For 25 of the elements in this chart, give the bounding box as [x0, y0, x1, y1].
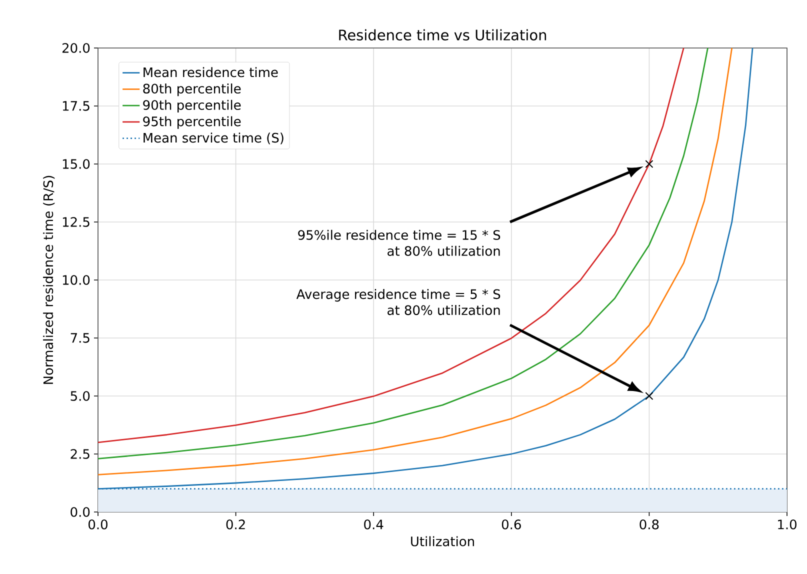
- annotation: Average residence time = 5 * S at 80% utilization: [296, 289, 500, 316]
- legend-label: 80th percentile: [143, 83, 241, 96]
- y-axis-title: Normalized residence time (R/S): [43, 176, 55, 384]
- x-tick-label: 0.6: [502, 520, 521, 530]
- x-tick-label: 0.8: [640, 520, 659, 530]
- x-tick-label: 1.0: [778, 520, 796, 530]
- legend-label: 95th percentile: [143, 116, 241, 129]
- y-tick-label: 0.0: [70, 507, 90, 517]
- annotation: 95%ile residence time = 15 * S at 80% utilization: [298, 230, 500, 256]
- x-tick-label: 0.4: [364, 520, 384, 530]
- y-tick-label: 2.5: [70, 449, 90, 459]
- y-tick-label: 7.5: [70, 333, 90, 343]
- x-tick-label: 0.2: [226, 520, 245, 530]
- legend-label: Mean service time (S): [144, 132, 284, 144]
- chart-title: Residence time vs Utilization: [339, 29, 546, 40]
- y-tick-label: 15.0: [62, 159, 90, 169]
- y-tick-label: 12.5: [62, 217, 90, 227]
- y-tick-label: 10.0: [62, 275, 90, 285]
- y-tick-label: 20.0: [62, 43, 90, 53]
- y-tick-label: 5.0: [70, 391, 90, 401]
- legend-label: 90th percentile: [143, 100, 241, 112]
- legend-label: Mean residence time: [144, 67, 278, 78]
- y-tick-label: 17.5: [62, 101, 90, 111]
- x-axis-title: Utilization: [411, 536, 474, 546]
- x-tick-label: 0.0: [88, 520, 108, 530]
